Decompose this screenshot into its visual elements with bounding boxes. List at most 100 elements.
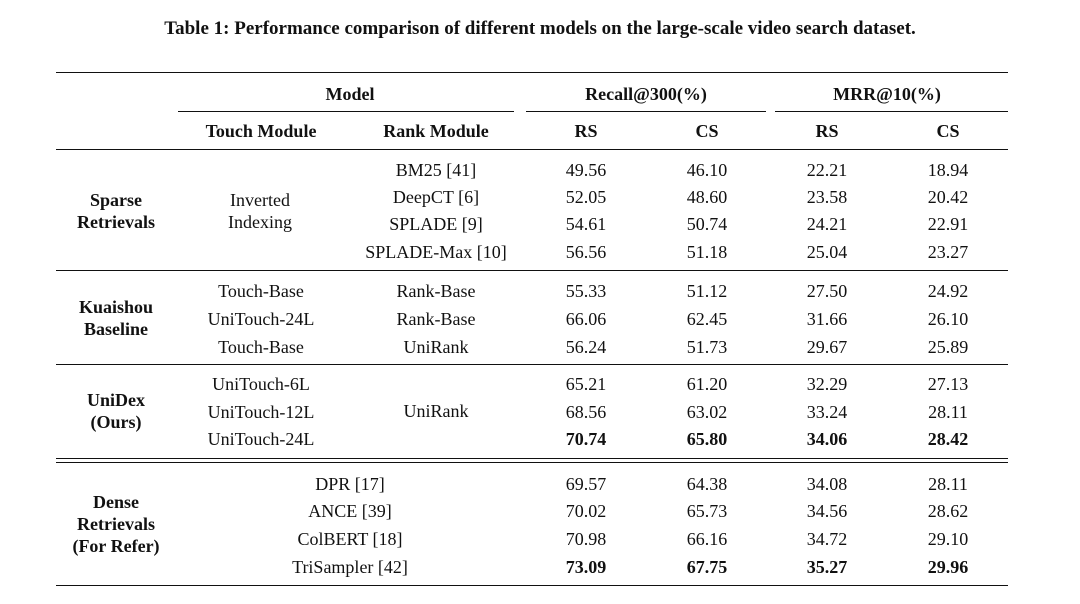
recall-rs-cell: 52.05 <box>565 187 607 207</box>
mrr-rs-cell: 34.56 <box>806 501 848 521</box>
unidex-rule-2 <box>56 462 1008 463</box>
recall-rs-cell: 70.74 <box>565 429 607 449</box>
recall-cs-cell: 65.80 <box>686 429 728 449</box>
model-name-cell: ANCE [39] <box>308 501 392 521</box>
header-recall-cs: CS <box>695 121 719 141</box>
recall-cs-cell: 67.75 <box>686 557 728 577</box>
top-rule <box>56 72 1008 73</box>
recall-rs-cell: 66.06 <box>565 309 607 329</box>
mrr-cs-cell: 25.89 <box>927 337 969 357</box>
mrr-rs-cell: 22.21 <box>806 160 848 180</box>
recall-cs-cell: 63.02 <box>686 402 728 422</box>
touch-module-cell: UniTouch-12L <box>207 402 315 422</box>
group-label-line: Sparse <box>89 190 142 210</box>
recall-cs-cell: 51.12 <box>686 281 728 301</box>
recall-cs-cell: 46.10 <box>686 160 728 180</box>
mrr-rs-cell: 34.72 <box>806 529 848 549</box>
recall-rs-cell: 70.98 <box>565 529 607 549</box>
rank-module-cell: Rank-Base <box>396 309 476 329</box>
group-sparse-retrievals: Sparse Retrievals <box>77 189 155 233</box>
mrr-cs-cell: 26.10 <box>927 309 969 329</box>
rank-module-cell: SPLADE [9] <box>389 214 483 234</box>
recall-rs-cell: 73.09 <box>565 557 607 577</box>
mrr-rs-cell: 31.66 <box>806 309 848 329</box>
header-mrr-cs: CS <box>936 121 960 141</box>
header-mrr: MRR@10(%) <box>833 84 941 104</box>
kuaishou-rule <box>56 364 1008 365</box>
group-label-line: Retrievals <box>77 212 155 232</box>
recall-cs-cell: 65.73 <box>686 501 728 521</box>
touch-module-cell: UniTouch-24L <box>207 309 315 329</box>
mrr-rs-cell: 35.27 <box>806 557 848 577</box>
group-label-line: Kuaishou <box>78 297 154 317</box>
recall-rs-cell: 68.56 <box>565 402 607 422</box>
mrr-rs-cell: 29.67 <box>806 337 848 357</box>
mrr-rs-cell: 24.21 <box>806 214 848 234</box>
bottom-rule <box>56 585 1008 586</box>
mrr-rs-cell: 34.06 <box>806 429 848 449</box>
sparse-rule <box>56 270 1008 271</box>
inverted-indexing-cell: Inverted Indexing <box>228 189 292 233</box>
group-kuaishou-baseline: Kuaishou Baseline <box>79 296 153 340</box>
header-model: Model <box>325 84 375 104</box>
model-underline <box>178 111 514 112</box>
touch-module-cell: UniTouch-24L <box>207 429 315 449</box>
mrr-cs-cell: 28.11 <box>928 402 968 422</box>
merged-label-line: Indexing <box>228 212 292 232</box>
recall-cs-cell: 48.60 <box>686 187 728 207</box>
recall-cs-cell: 66.16 <box>686 529 728 549</box>
recall-rs-cell: 70.02 <box>565 501 607 521</box>
recall-cs-cell: 51.18 <box>686 242 728 262</box>
group-unidex-ours: UniDex (Ours) <box>87 389 145 433</box>
recall-cs-cell: 61.20 <box>686 374 728 394</box>
mrr-rs-cell: 32.29 <box>806 374 848 394</box>
unidex-rule-1 <box>56 458 1008 459</box>
table-caption: Table 1: Performance comparison of diffe… <box>164 18 916 39</box>
mrr-cs-cell: 22.91 <box>927 214 969 234</box>
touch-module-cell: UniTouch-6L <box>212 374 310 394</box>
header-rule <box>56 149 1008 150</box>
mrr-cs-cell: 29.10 <box>927 529 969 549</box>
header-touch-module: Touch Module <box>205 121 317 141</box>
rank-module-cell: Rank-Base <box>396 281 476 301</box>
recall-cs-cell: 64.38 <box>686 474 728 494</box>
unirank-merged-cell: UniRank <box>403 401 469 421</box>
recall-cs-cell: 62.45 <box>686 309 728 329</box>
group-label-line: (Ours) <box>90 412 142 432</box>
mrr-cs-cell: 28.62 <box>927 501 969 521</box>
recall-rs-cell: 56.56 <box>565 242 607 262</box>
model-name-cell: ColBERT [18] <box>297 529 403 549</box>
mrr-cs-cell: 20.42 <box>927 187 969 207</box>
mrr-underline <box>775 111 1008 112</box>
group-label-line: Retrievals <box>77 514 155 534</box>
header-rank-module: Rank Module <box>383 121 489 141</box>
model-name-cell: DPR [17] <box>315 474 385 494</box>
touch-module-cell: Touch-Base <box>218 281 304 301</box>
rank-module-cell: DeepCT [6] <box>392 187 480 207</box>
mrr-rs-cell: 23.58 <box>806 187 848 207</box>
mrr-cs-cell: 27.13 <box>927 374 969 394</box>
recall-rs-cell: 69.57 <box>565 474 607 494</box>
mrr-cs-cell: 29.96 <box>927 557 969 577</box>
recall-rs-cell: 54.61 <box>565 214 607 234</box>
group-dense-retrievals: Dense Retrievals (For Refer) <box>72 491 159 557</box>
recall-rs-cell: 55.33 <box>565 281 607 301</box>
recall-cs-cell: 50.74 <box>686 214 728 234</box>
recall-rs-cell: 49.56 <box>565 160 607 180</box>
touch-module-cell: Touch-Base <box>218 337 304 357</box>
mrr-rs-cell: 34.08 <box>806 474 848 494</box>
rank-module-cell: BM25 [41] <box>395 160 477 180</box>
rank-module-cell: SPLADE-Max [10] <box>365 242 507 262</box>
group-label-line: UniDex <box>87 390 145 410</box>
recall-rs-cell: 65.21 <box>565 374 607 394</box>
group-label-line: (For Refer) <box>72 536 160 556</box>
mrr-cs-cell: 24.92 <box>927 281 969 301</box>
group-label-line: Dense <box>92 492 139 512</box>
header-recall: Recall@300(%) <box>585 84 707 104</box>
mrr-rs-cell: 25.04 <box>806 242 848 262</box>
rank-module-cell: UniRank <box>403 337 469 357</box>
mrr-cs-cell: 28.42 <box>927 429 969 449</box>
group-label-line: Baseline <box>83 319 149 339</box>
header-mrr-rs: RS <box>815 121 839 141</box>
mrr-cs-cell: 23.27 <box>927 242 969 262</box>
